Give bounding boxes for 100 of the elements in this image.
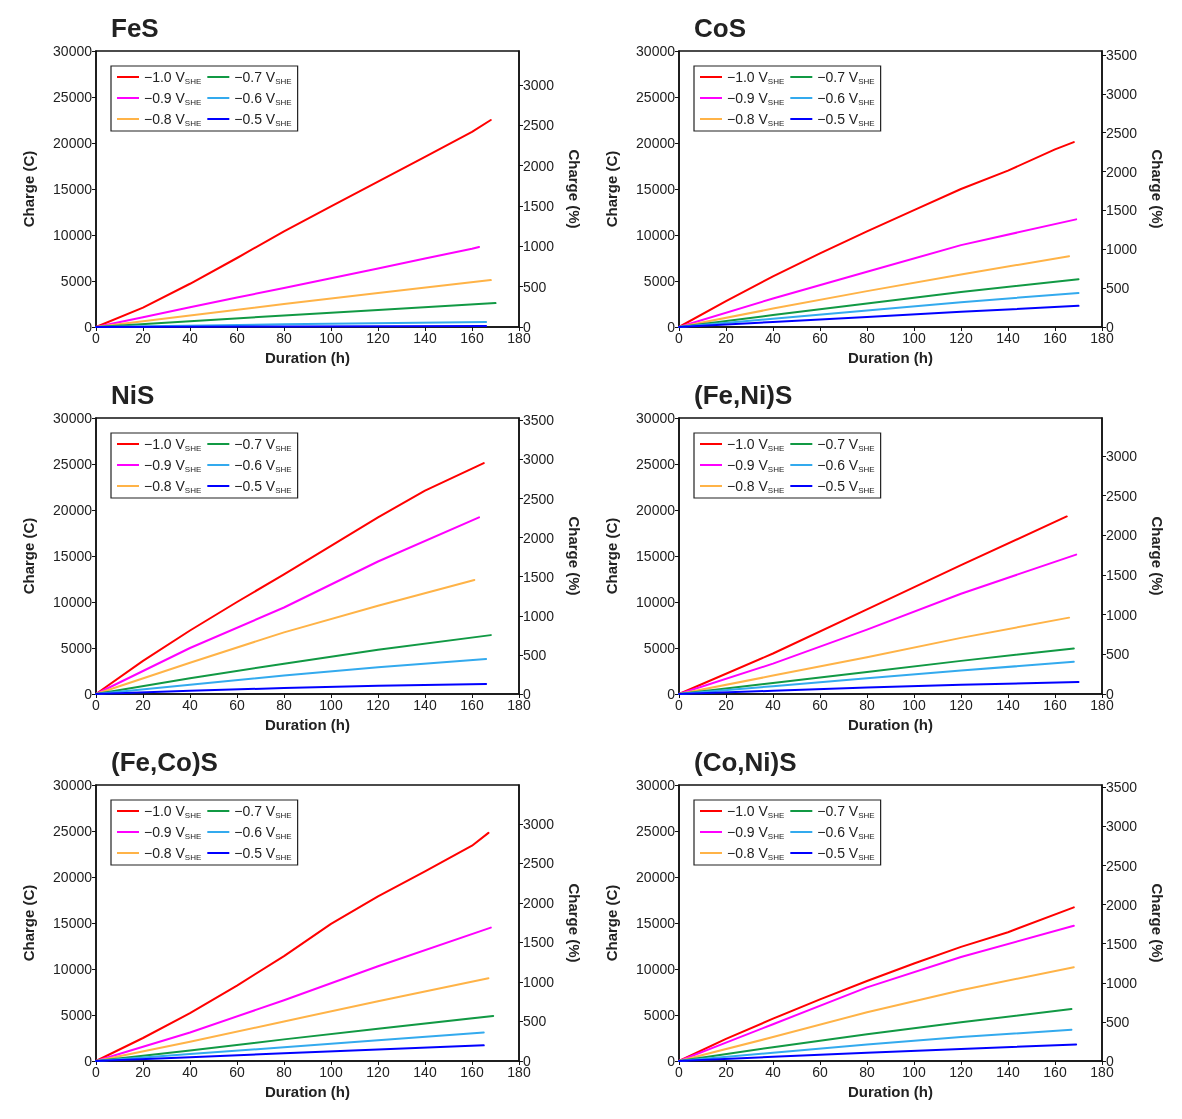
y2-tick-label: 1000: [523, 973, 555, 990]
line-series: [678, 255, 1071, 328]
y-tick-label: 15000: [636, 548, 676, 564]
y2-tick-label: 2000: [1106, 163, 1138, 180]
y2-tick-label: 2000: [523, 894, 555, 911]
y2-tick-label: 2500: [1106, 487, 1138, 504]
x-tick-label: 20: [718, 697, 734, 713]
y-tick-label: 25000: [53, 89, 93, 105]
x-tick-label: 40: [765, 697, 781, 713]
x-tick-label: 80: [276, 330, 292, 346]
y2-tick-label: 1500: [523, 568, 555, 585]
y-tick-label: 10000: [636, 227, 676, 243]
x-tick-label: 100: [319, 697, 343, 713]
line-series: [678, 681, 1080, 695]
y-tick-label: 15000: [636, 915, 676, 931]
x-tick-label: 20: [718, 1064, 734, 1080]
x-tick-label: 140: [996, 697, 1020, 713]
y2-tick-label: 1000: [523, 238, 555, 255]
x-tick-label: 40: [765, 330, 781, 346]
y2-tick-label: 1500: [523, 197, 555, 214]
y2-tick-label: 1500: [523, 934, 555, 951]
y2-tick-label: 0: [523, 319, 531, 335]
y2-tick-label: 1000: [1106, 974, 1138, 991]
y-tick-label: 30000: [53, 410, 93, 426]
line-series: [95, 682, 488, 695]
y-tick-label: 5000: [60, 640, 93, 656]
y2-tick-label: 2500: [523, 117, 555, 134]
y-tick-label: 0: [84, 319, 93, 335]
x-tick-label: 100: [902, 1064, 926, 1080]
y-tick-label: 5000: [60, 273, 93, 289]
y-tick-label: 5000: [60, 1007, 93, 1023]
x-tick-label: 140: [413, 330, 437, 346]
y2-tick-label: 500: [523, 1013, 547, 1030]
y-tick-label: 20000: [636, 135, 676, 151]
y-tick-label: 25000: [636, 456, 676, 472]
chart-title: CoS: [694, 13, 746, 43]
x-tick-label: 140: [413, 697, 437, 713]
y2-tick-label: 3000: [1106, 85, 1138, 102]
y-tick-label: 25000: [636, 823, 676, 839]
y2-tick-label: 3000: [1106, 818, 1138, 835]
line-series: [678, 218, 1078, 328]
y2-tick-label: 3000: [523, 815, 555, 832]
x-tick-label: 120: [366, 330, 390, 346]
x-tick-label: 100: [902, 697, 926, 713]
x-axis-title: Duration (h): [265, 1082, 350, 1100]
x-tick-label: 20: [718, 330, 734, 346]
y-tick-label: 30000: [636, 777, 676, 793]
y-tick-label: 25000: [636, 89, 676, 105]
y-tick-label: 25000: [53, 456, 93, 472]
x-tick-label: 160: [460, 697, 484, 713]
x-tick-label: 60: [229, 697, 245, 713]
y2-tick-label: 2500: [523, 490, 555, 507]
y2-tick-label: 3000: [523, 76, 555, 93]
x-tick-label: 100: [319, 1064, 343, 1080]
line-series: [678, 141, 1075, 328]
x-tick-label: 160: [1043, 697, 1067, 713]
y-tick-label: 10000: [53, 227, 93, 243]
y-tick-label: 10000: [636, 594, 676, 610]
y2-tick-label: 2000: [1106, 896, 1138, 913]
line-series: [95, 977, 490, 1062]
y2-tick-label: 3000: [523, 451, 555, 468]
y2-tick-label: 2000: [523, 529, 555, 546]
x-tick-label: 80: [276, 1064, 292, 1080]
y-tick-label: 15000: [53, 548, 93, 564]
line-series: [95, 462, 485, 695]
y2-tick-label: 500: [1106, 280, 1130, 297]
y2-axis-title: Charge (%): [566, 149, 583, 229]
y2-tick-label: 0: [1106, 319, 1114, 335]
line-series: [95, 926, 492, 1062]
y-tick-label: 10000: [53, 594, 93, 610]
line-series: [678, 553, 1078, 695]
x-tick-label: 140: [996, 330, 1020, 346]
y-tick-label: 0: [84, 686, 93, 702]
y-tick-label: 20000: [53, 869, 93, 885]
y-tick-label: 0: [667, 319, 676, 335]
y-tick-label: 20000: [53, 135, 93, 151]
y-tick-label: 0: [667, 1053, 676, 1069]
y2-tick-label: 500: [1106, 1013, 1130, 1030]
x-tick-label: 120: [366, 697, 390, 713]
x-tick-label: 80: [859, 1064, 875, 1080]
x-tick-label: 60: [812, 697, 828, 713]
y-tick-label: 15000: [636, 181, 676, 197]
y2-tick-label: 0: [523, 1053, 531, 1069]
y2-tick-label: 0: [1106, 686, 1114, 702]
y2-axis-title: Charge (%): [1149, 149, 1166, 229]
y-tick-label: 5000: [643, 273, 676, 289]
y-tick-label: 30000: [636, 410, 676, 426]
y2-tick-label: 2500: [1106, 857, 1138, 874]
chart-title: NiS: [111, 380, 155, 410]
y-tick-label: 30000: [53, 777, 93, 793]
y2-tick-label: 3500: [523, 412, 555, 429]
y-axis-title: Charge (C): [20, 884, 37, 962]
y2-tick-label: 500: [523, 646, 547, 663]
line-series: [678, 966, 1075, 1062]
x-tick-label: 160: [1043, 1064, 1067, 1080]
x-tick-label: 140: [413, 1064, 437, 1080]
x-tick-label: 120: [949, 697, 973, 713]
y2-tick-label: 2000: [523, 157, 555, 174]
y2-tick-label: 2500: [1106, 124, 1138, 141]
y2-tick-label: 3500: [1106, 779, 1138, 796]
